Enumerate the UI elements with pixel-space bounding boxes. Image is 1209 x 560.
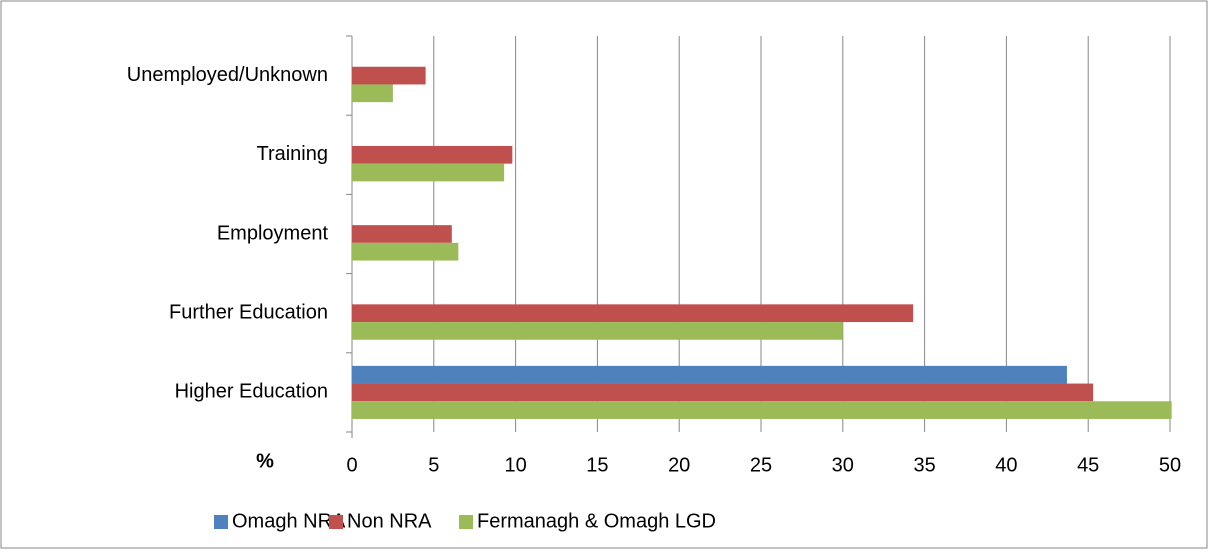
y-tick-label: Employment (217, 222, 329, 244)
x-tick-label: 30 (832, 454, 854, 476)
x-tick-label: 35 (913, 454, 935, 476)
bar (352, 84, 393, 103)
x-axis-title: % (256, 450, 274, 472)
x-tick-label: 45 (1077, 454, 1099, 476)
y-tick-label: Higher Education (175, 381, 328, 403)
x-tick-label: 50 (1159, 454, 1181, 476)
bar (352, 145, 513, 164)
bar (352, 242, 459, 261)
x-tick-label: 40 (995, 454, 1017, 476)
legend-label: Non NRA (347, 510, 432, 532)
x-tick-label: 10 (504, 454, 526, 476)
bar (352, 163, 505, 182)
bar (352, 304, 914, 323)
legend-swatch (214, 515, 228, 529)
legend-label: Omagh NRA (232, 510, 346, 532)
bar (352, 225, 452, 243)
x-tick-label: 25 (750, 454, 772, 476)
bar (352, 383, 1094, 402)
x-tick-label: 5 (428, 454, 439, 476)
bar (352, 322, 843, 340)
x-tick-label: 20 (668, 454, 690, 476)
legend-swatch (329, 515, 343, 529)
legend-swatch (459, 515, 473, 529)
x-tick-label: 0 (346, 454, 357, 476)
bar (352, 365, 1067, 384)
legend-label: Fermanagh & Omagh LGD (477, 510, 716, 532)
bar (352, 401, 1172, 419)
y-tick-label: Training (256, 143, 328, 165)
x-tick-label: 15 (586, 454, 608, 476)
bar (352, 66, 426, 85)
y-tick-label: Unemployed/Unknown (127, 64, 328, 86)
y-tick-label: Further Education (169, 301, 328, 323)
